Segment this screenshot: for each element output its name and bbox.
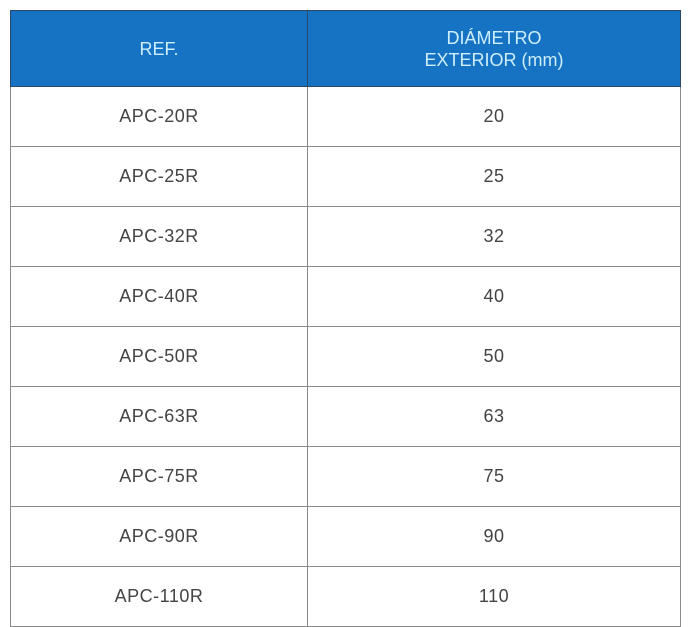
table-row: APC-90R 90 [10, 506, 681, 567]
header-diameter: DIÁMETRO EXTERIOR (mm) [307, 10, 681, 87]
diameter-cell: 90 [307, 506, 681, 567]
ref-cell: APC-32R [10, 206, 308, 267]
header-diameter-line2: EXTERIOR (mm) [424, 49, 564, 70]
header-diameter-line1: DIÁMETRO [446, 27, 542, 48]
ref-cell: APC-63R [10, 386, 308, 447]
diameter-cell: 25 [307, 146, 681, 207]
header-ref: REF. [10, 10, 308, 87]
table-row: APC-110R 110 [10, 566, 681, 627]
ref-cell: APC-40R [10, 266, 308, 327]
diameter-cell: 32 [307, 206, 681, 267]
ref-cell: APC-110R [10, 566, 308, 627]
diameter-cell: 40 [307, 266, 681, 327]
diameter-cell: 110 [307, 566, 681, 627]
ref-cell: APC-25R [10, 146, 308, 207]
table-row: APC-20R 20 [10, 86, 681, 147]
table-row: APC-63R 63 [10, 386, 681, 447]
table-row: APC-40R 40 [10, 266, 681, 327]
table-row: APC-75R 75 [10, 446, 681, 507]
header-row: REF. DIÁMETRO EXTERIOR (mm) [10, 10, 681, 87]
diameter-cell: 63 [307, 386, 681, 447]
diameter-cell: 75 [307, 446, 681, 507]
diameter-cell: 50 [307, 326, 681, 387]
ref-cell: APC-75R [10, 446, 308, 507]
diameter-cell: 20 [307, 86, 681, 147]
ref-cell: APC-90R [10, 506, 308, 567]
diameter-table: REF. DIÁMETRO EXTERIOR (mm) APC-20R 20 APC-… [10, 10, 681, 627]
table-row: APC-32R 32 [10, 206, 681, 267]
table-row: APC-25R 25 [10, 146, 681, 207]
table-row: APC-50R 50 [10, 326, 681, 387]
ref-cell: APC-20R [10, 86, 308, 147]
ref-cell: APC-50R [10, 326, 308, 387]
